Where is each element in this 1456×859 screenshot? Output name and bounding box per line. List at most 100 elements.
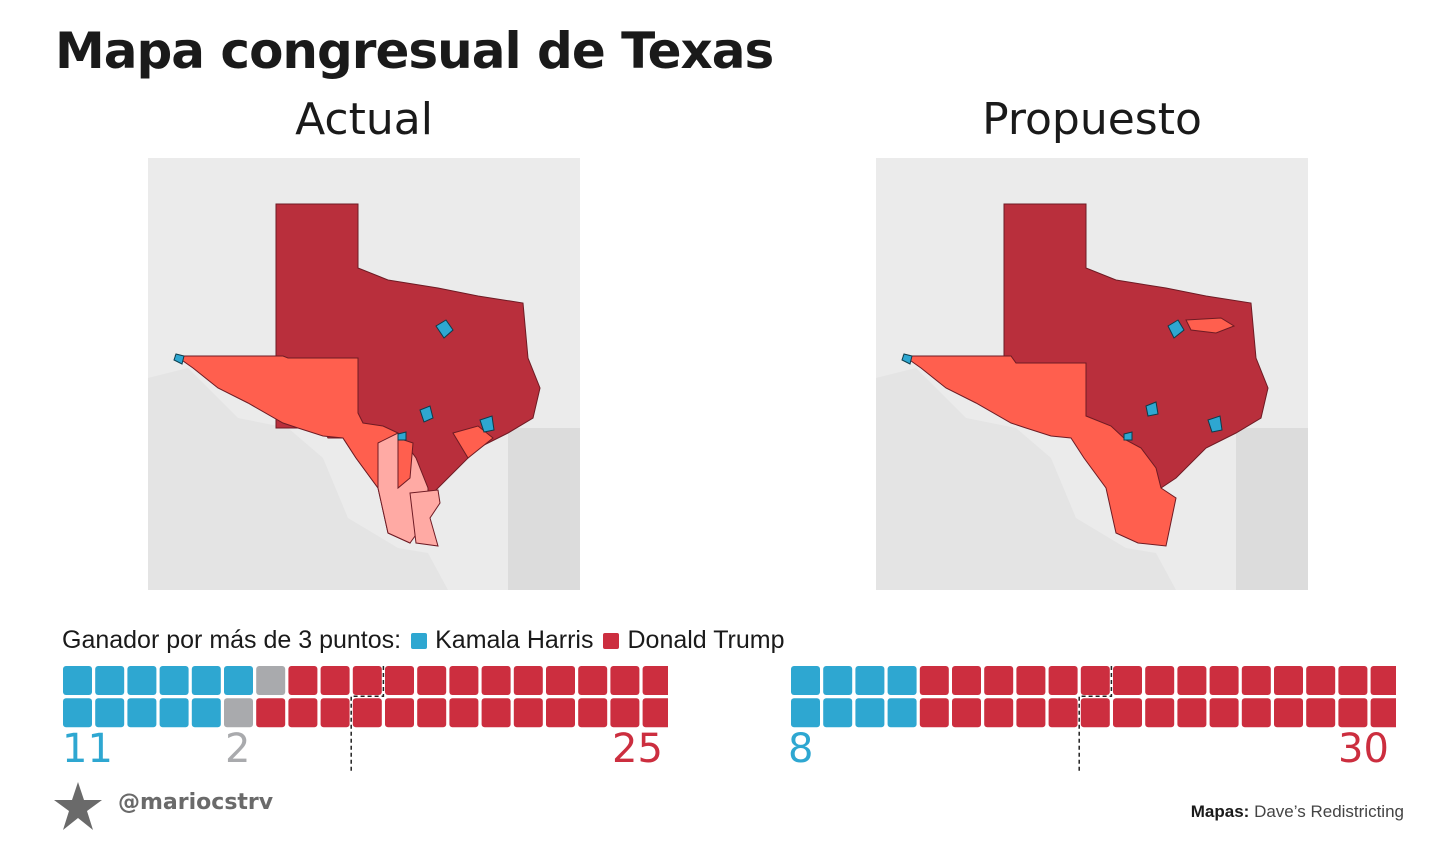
waffle-cell-trump (288, 698, 318, 728)
texas-districts (173, 203, 541, 547)
legend: Ganador por más de 3 puntos: Kamala Harr… (62, 626, 785, 655)
waffle-cell-harris (63, 666, 92, 695)
waffle-cell-trump (984, 698, 1014, 728)
page-title: Mapa congresual de Texas (55, 22, 774, 80)
waffle-cell-harris (191, 666, 221, 695)
waffle-cell-harris (887, 666, 917, 695)
waffle-cell-trump (952, 666, 981, 695)
waffle-cell-harris (855, 666, 885, 695)
waffle-cell-trump (1306, 666, 1336, 695)
waffle-cell-trump (1177, 666, 1207, 695)
mexico-region (876, 368, 1176, 590)
waffle-cell-trump (1016, 698, 1046, 728)
waffle-cell-trump (417, 698, 447, 728)
waffle-cell-trump (1145, 666, 1175, 695)
waffle-cell-trump (352, 698, 382, 728)
waffle-cell-tossup (256, 666, 286, 695)
source-label: Mapas: (1190, 802, 1250, 821)
waffle-cell-trump (1338, 666, 1368, 695)
waffle-cell-trump (546, 698, 575, 728)
waffle-cell-trump (546, 666, 575, 695)
majority-line (350, 666, 385, 772)
waffle-cell-harris (823, 698, 853, 728)
waffle-cell-trump (1241, 666, 1271, 695)
waffle-cell-harris (191, 698, 221, 728)
legend-swatch-trump (603, 632, 620, 649)
legend-swatch-harris (411, 632, 428, 649)
waffle-chart-propuesto (791, 666, 1396, 772)
waffle-cell-trump (1080, 666, 1110, 695)
gulf-water (1236, 428, 1308, 590)
waffle-cell-trump (952, 698, 981, 728)
waffle-cell-trump (578, 698, 608, 728)
waffle-cell-trump (481, 698, 511, 728)
waffle-cell-trump (320, 666, 350, 695)
waffle-cell-harris (823, 666, 853, 695)
waffle-cell-trump (1177, 698, 1207, 728)
waffle-cell-trump (1370, 666, 1396, 695)
waffle-cell-harris (159, 666, 189, 695)
waffle-cell-trump (642, 698, 668, 728)
waffle-cell-trump (449, 698, 479, 728)
waffle-cell-trump (1113, 698, 1142, 728)
count-propuesto-harris: 8 (788, 726, 814, 772)
waffle-cell-trump (1370, 698, 1396, 728)
mexico-region (148, 368, 448, 590)
waffle-cell-tossup (224, 698, 253, 728)
map-title-actual: Actual (295, 94, 433, 145)
star-logo-icon (54, 782, 102, 830)
waffle-cell-trump (513, 698, 543, 728)
waffle-cell-harris (127, 698, 157, 728)
map-propuesto (876, 158, 1308, 590)
waffle-cell-trump (1274, 666, 1303, 695)
waffle-cell-harris (791, 666, 820, 695)
gulf-water (508, 428, 580, 590)
waffle-cell-trump (1145, 698, 1175, 728)
waffle-cell-trump (919, 666, 949, 695)
majority-line (1078, 666, 1113, 772)
waffle-cell-harris (855, 698, 885, 728)
waffle-cell-harris (159, 698, 189, 728)
waffle-cell-trump (984, 666, 1014, 695)
waffle-cell-trump (288, 666, 318, 695)
waffle-cell-trump (385, 698, 414, 728)
count-propuesto-trump: 30 (1338, 726, 1389, 772)
waffle-cell-trump (578, 666, 608, 695)
map-actual (148, 158, 580, 590)
waffle-cell-trump (1209, 666, 1239, 695)
waffle-cell-trump (385, 666, 414, 695)
count-actual-trump: 25 (612, 726, 663, 772)
waffle-cell-trump (1048, 698, 1078, 728)
waffle-cell-trump (256, 698, 286, 728)
waffle-cell-harris (224, 666, 253, 695)
legend-label-trump: Donald Trump (627, 626, 785, 654)
author-credit: @mariocstrv (118, 790, 274, 815)
waffle-cell-trump (1274, 698, 1303, 728)
count-actual-harris: 11 (62, 726, 113, 772)
texas-districts (901, 203, 1269, 547)
waffle-cell-trump (919, 698, 949, 728)
waffle-cell-trump (417, 666, 447, 695)
source-text: Dave’s Redistricting (1254, 802, 1404, 821)
map-title-propuesto: Propuesto (982, 94, 1202, 145)
waffle-cell-trump (610, 698, 640, 728)
legend-prefix: Ganador por más de 3 puntos: (62, 626, 402, 654)
waffle-cell-trump (352, 666, 382, 695)
waffle-cell-trump (1209, 698, 1239, 728)
count-actual-tossup: 2 (225, 726, 251, 772)
waffle-cell-trump (320, 698, 350, 728)
waffle-cell-trump (1338, 698, 1368, 728)
waffle-cell-trump (513, 666, 543, 695)
waffle-cell-trump (1048, 666, 1078, 695)
waffle-cell-trump (1016, 666, 1046, 695)
waffle-cell-harris (63, 698, 92, 728)
waffle-cell-trump (449, 666, 479, 695)
waffle-cell-harris (95, 698, 125, 728)
waffle-cell-trump (642, 666, 668, 695)
waffle-chart-actual (63, 666, 668, 772)
legend-label-harris: Kamala Harris (435, 626, 594, 654)
source-credit: Mapas: Dave’s Redistricting (1191, 802, 1404, 822)
waffle-cell-trump (481, 666, 511, 695)
waffle-cell-trump (1080, 698, 1110, 728)
waffle-cell-trump (1241, 698, 1271, 728)
